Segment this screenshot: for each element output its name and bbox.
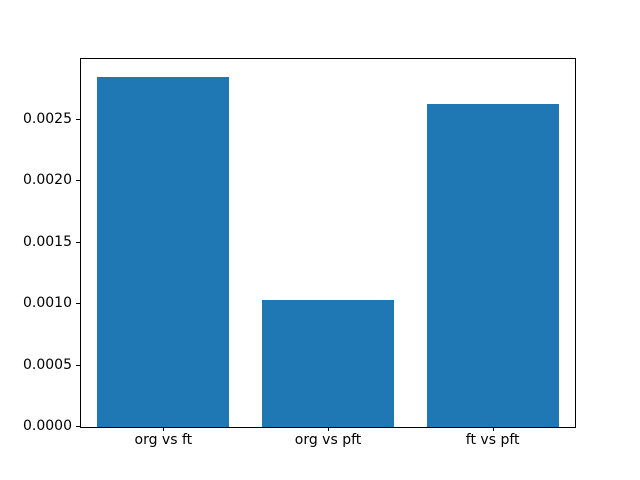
y-tick-label: 0.0000 xyxy=(23,418,72,434)
bar-ft-vs-pft xyxy=(426,103,559,427)
y-tick-mark xyxy=(76,118,80,120)
y-tick-mark xyxy=(76,364,80,366)
x-tick-label: org vs pft xyxy=(294,432,362,448)
plot-area xyxy=(80,58,576,428)
y-tick-mark xyxy=(76,241,80,243)
y-tick-mark xyxy=(76,303,80,305)
y-tick-label: 0.0025 xyxy=(23,110,72,127)
y-tick-label: 0.0015 xyxy=(23,233,72,250)
y-tick-mark xyxy=(76,426,80,427)
y-tick-label: 0.0005 xyxy=(23,356,72,373)
x-tick-mark xyxy=(163,427,165,431)
y-tick-label: 0.0020 xyxy=(23,172,72,189)
x-tick-label: org vs ft xyxy=(134,432,193,448)
bar-org-vs-pft xyxy=(262,300,394,427)
x-tick-label: ft vs pft xyxy=(465,432,520,448)
x-tick-mark xyxy=(492,427,494,431)
y-tick-label: 0.0010 xyxy=(23,295,72,312)
y-tick-mark xyxy=(76,180,80,182)
bar-org-vs-ft xyxy=(97,76,230,427)
x-tick-mark xyxy=(328,427,329,431)
